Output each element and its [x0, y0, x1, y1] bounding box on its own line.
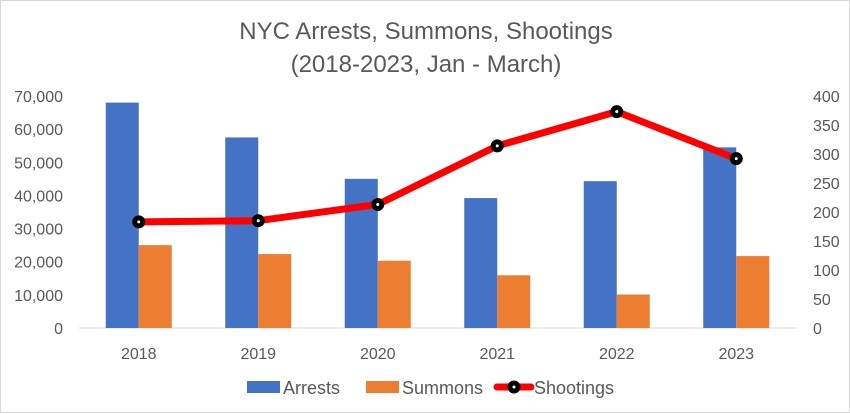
- bar-arrests-2019: [225, 137, 259, 328]
- chart-title-line-2: (2018-2023, Jan - March): [291, 51, 562, 78]
- shootings-marker-center: [256, 219, 260, 223]
- x-tick-label: 2019: [240, 346, 276, 363]
- right-tick-label: 50: [813, 292, 831, 309]
- shootings-line: [135, 108, 740, 226]
- line-series: [132, 105, 743, 229]
- legend-swatch-marker-center: [512, 385, 516, 389]
- legend-label-summons: Summons: [402, 378, 483, 398]
- bar-arrests-2021: [464, 198, 498, 328]
- bar-arrests-2022: [583, 181, 617, 328]
- right-tick-label: 150: [813, 234, 840, 251]
- legend-label-arrests: Arrests: [283, 378, 340, 398]
- x-tick-label: 2023: [718, 346, 754, 363]
- left-tick-label: 70,000: [14, 89, 63, 106]
- left-tick-label: 30,000: [14, 222, 63, 239]
- legend-swatch-summons: [366, 381, 399, 393]
- shootings-marker-center: [495, 144, 499, 148]
- right-axis: 0 50 100 150 200 250 300 350 400: [813, 89, 840, 338]
- bar-arrests-2023: [703, 147, 737, 328]
- x-tick-label: 2022: [599, 346, 635, 363]
- left-axis: 0 10,000 20,000 30,000 40,000 50,000 60,000 70,…: [14, 89, 63, 338]
- bar-summons-2019: [258, 254, 292, 328]
- right-tick-label: 400: [813, 89, 840, 106]
- x-tick-label: 2020: [360, 346, 396, 363]
- right-tick-label: 100: [813, 263, 840, 280]
- left-tick-label: 0: [54, 321, 63, 338]
- legend-label-shootings: Shootings: [534, 378, 614, 398]
- bar-arrests-2018: [105, 102, 139, 328]
- right-tick-label: 200: [813, 205, 840, 222]
- right-tick-label: 0: [813, 321, 822, 338]
- right-tick-label: 300: [813, 147, 840, 164]
- left-tick-label: 10,000: [14, 288, 63, 305]
- x-tick-label: 2018: [121, 346, 157, 363]
- bar-summons-2018: [138, 245, 172, 328]
- shootings-marker-center: [734, 157, 738, 161]
- bar-summons-2021: [497, 275, 531, 328]
- bar-series: [105, 102, 770, 328]
- shootings-marker-center: [376, 202, 380, 206]
- bar-summons-2020: [377, 260, 411, 328]
- right-tick-label: 250: [813, 176, 840, 193]
- x-tick-label: 2021: [479, 346, 515, 363]
- chart-title-line-1: NYC Arrests, Summons, Shootings: [239, 18, 612, 45]
- left-tick-label: 20,000: [14, 255, 63, 272]
- legend: Arrests Summons Shootings: [247, 378, 614, 398]
- shootings-marker-center: [137, 220, 141, 224]
- bar-summons-2023: [736, 256, 770, 328]
- left-tick-label: 60,000: [14, 122, 63, 139]
- bar-summons-2022: [616, 294, 650, 328]
- legend-swatch-arrests: [247, 381, 280, 393]
- left-tick-label: 40,000: [14, 188, 63, 205]
- right-tick-label: 350: [813, 118, 840, 135]
- x-axis-ticks: 2018 2019 2020 2021 2022 2023: [121, 346, 754, 363]
- left-tick-label: 50,000: [14, 155, 63, 172]
- shootings-marker-center: [615, 110, 619, 114]
